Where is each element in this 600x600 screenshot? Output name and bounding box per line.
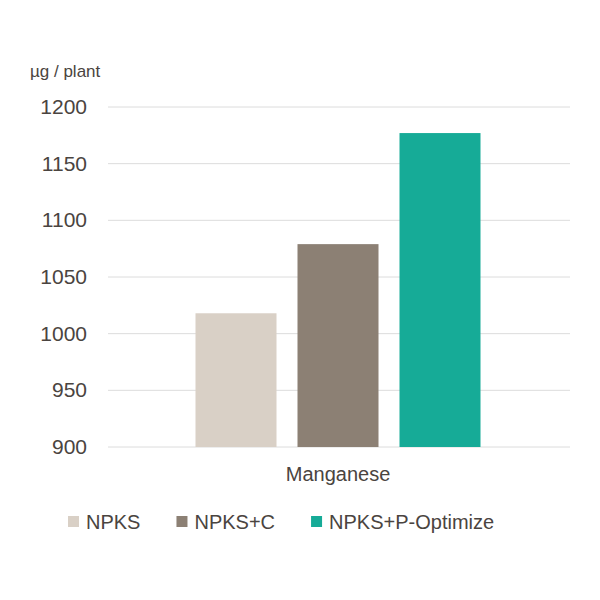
y-tick-label: 1000 [40, 322, 87, 345]
y-tick-label: 950 [52, 378, 87, 401]
legend-label: NPKS [86, 511, 140, 533]
legend-label: NPKS+P-Optimize [329, 511, 494, 533]
y-axis-label: µg / plant [30, 62, 101, 81]
legend-swatch [311, 516, 322, 527]
x-tick-label: Manganese [286, 463, 391, 485]
legend-label: NPKS+C [194, 511, 275, 533]
y-tick-label: 1050 [40, 265, 87, 288]
chart-svg: µg / plant 900 950 1000 1050 1100 1150 1200 Mang… [0, 0, 600, 600]
legend-swatch [68, 516, 79, 527]
bar [400, 133, 481, 447]
y-tick-label: 900 [52, 435, 87, 458]
legend-swatch [176, 516, 187, 527]
chart-container: µg / plant 900 950 1000 1050 1100 1150 1200 Mang… [0, 0, 600, 600]
grid-line [108, 163, 570, 164]
grid-line [108, 220, 570, 221]
bar [298, 244, 379, 447]
grid-line [108, 107, 570, 108]
y-tick-label: 1200 [40, 95, 87, 118]
bars [196, 133, 481, 447]
y-tick-label: 1150 [42, 152, 87, 175]
y-tick-label: 1100 [42, 208, 87, 231]
bar [196, 313, 277, 447]
